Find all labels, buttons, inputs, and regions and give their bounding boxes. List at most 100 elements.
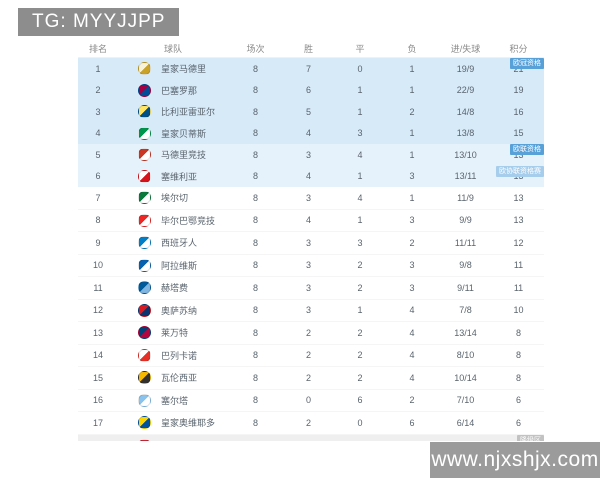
goals-cell: 11/11 (454, 237, 477, 248)
lost-cell: 1 (409, 149, 415, 160)
table-row[interactable]: 9 西班牙人 8 3 3 2 11/11 12 (78, 232, 544, 255)
osasuna-crest (138, 303, 151, 317)
team-cell[interactable]: 阿拉维斯 (118, 258, 228, 272)
won-cell: 2 (305, 350, 311, 361)
points-cell: 11 (493, 277, 544, 299)
header-won: 胜 (303, 44, 313, 54)
team-cell[interactable]: 巴列卡诺 (118, 348, 228, 362)
won-cell: 3 (305, 237, 311, 248)
header-drawn: 平 (355, 44, 365, 54)
played-cell: 8 (228, 440, 283, 441)
points-cell: 欧冠资格 21 (493, 58, 544, 80)
table-row[interactable]: 8 毕尔巴鄂竞技 8 4 1 3 9/9 13 (78, 209, 544, 232)
team-cell[interactable]: 马德里竞技 (118, 148, 228, 162)
drawn-cell: 3 (334, 440, 386, 441)
points-value: 6 (515, 417, 521, 428)
team-cell[interactable]: 皇家奥维耶多 (118, 416, 228, 430)
lost-cell: 1 (409, 63, 415, 74)
team-cell[interactable]: 塞维利亚 (118, 169, 228, 183)
team-name: 巴列卡诺 (161, 350, 198, 361)
team-cell[interactable]: 瓦伦西亚 (118, 371, 228, 385)
points-cell: 8 (493, 367, 544, 389)
table-row[interactable]: 5 马德里竞技 8 3 4 1 13/10 欧联资格 13 (78, 144, 544, 166)
played-cell: 8 (252, 282, 258, 293)
lost-cell: 4 (409, 350, 415, 361)
athletic-bilbao-crest (138, 213, 151, 227)
team-cell[interactable]: 埃尔切 (118, 191, 228, 205)
drawn-cell: 3 (357, 128, 363, 139)
table-row[interactable]: 2 巴塞罗那 8 6 1 1 22/9 19 (78, 79, 544, 101)
points-cell: 16 (493, 101, 544, 123)
drawn-cell: 4 (357, 192, 363, 203)
team-cell[interactable]: 莱万特 (118, 326, 228, 340)
table-row[interactable]: 4 皇家贝蒂斯 8 4 3 1 13/8 15 (78, 122, 544, 145)
table-row[interactable]: 3 比利亚雷亚尔 8 5 1 2 14/8 16 (78, 101, 544, 123)
drawn-cell: 0 (357, 63, 363, 74)
points-cell: 15 (493, 123, 544, 145)
team-cell[interactable]: 皇家马德里 (118, 62, 228, 76)
drawn-cell: 2 (357, 282, 363, 293)
won-cell: 7 (305, 63, 311, 74)
drawn-cell: 2 (357, 327, 363, 338)
real-betis-crest (138, 126, 151, 140)
levante-crest (138, 326, 151, 340)
rank-cell: 9 (95, 237, 101, 248)
espanyol-crest (138, 236, 151, 250)
won-cell: 3 (305, 282, 311, 293)
team-cell[interactable]: 比利亚雷亚尔 (118, 105, 228, 119)
barcelona-crest (138, 83, 151, 97)
rank-cell: 18 (78, 440, 118, 441)
table-row[interactable]: 13 莱万特 8 2 2 4 13/14 8 (78, 322, 544, 345)
goals-cell: 7/8 (459, 305, 472, 316)
rank-cell: 6 (95, 171, 101, 182)
table-row[interactable]: 1 皇家马德里 8 7 0 1 19/9 欧冠资格 21 (78, 58, 544, 80)
girona-crest (138, 438, 151, 441)
table-row[interactable]: 12 奥萨苏纳 8 3 1 4 7/8 10 (78, 299, 544, 322)
drawn-cell: 1 (357, 85, 363, 96)
points-cell: 欧联资格 13 (493, 144, 544, 166)
team-cell[interactable]: 赫塔费 (118, 281, 228, 295)
team-cell[interactable]: 奥萨苏纳 (118, 303, 228, 317)
table-row[interactable]: 18 赫罗纳 8 1 3 4 7/17 降级区 6 (78, 434, 544, 442)
table-row[interactable]: 14 巴列卡诺 8 2 2 4 8/10 8 (78, 344, 544, 367)
points-cell: 8 (493, 345, 544, 367)
team-cell[interactable]: 塞尔塔 (118, 393, 228, 407)
drawn-cell: 6 (357, 395, 363, 406)
header-goals: 进/失球 (450, 44, 481, 54)
team-cell[interactable]: 皇家贝蒂斯 (118, 126, 228, 140)
team-cell[interactable]: 赫罗纳 (118, 438, 228, 442)
table-row[interactable]: 16 塞尔塔 8 0 6 2 7/10 6 (78, 389, 544, 412)
table-row[interactable]: 10 阿拉维斯 8 3 2 3 9/8 11 (78, 254, 544, 277)
points-value: 16 (513, 106, 524, 117)
won-cell: 6 (305, 85, 311, 96)
atletico-madrid-crest (138, 148, 151, 162)
table-row[interactable]: 11 赫塔费 8 3 2 3 9/11 11 (78, 277, 544, 300)
table-row[interactable]: 17 皇家奥维耶多 8 2 0 6 6/14 6 (78, 412, 544, 435)
table-row[interactable]: 15 瓦伦西亚 8 2 2 4 10/14 8 (78, 367, 544, 390)
team-name: 赫塔费 (161, 283, 189, 294)
points-cell: 6 (493, 390, 544, 412)
rank-cell: 15 (92, 372, 103, 383)
points-value: 19 (513, 85, 524, 96)
team-name: 奥萨苏纳 (161, 305, 198, 316)
team-name: 赫罗纳 (161, 439, 188, 442)
goals-cell: 14/8 (456, 106, 475, 117)
team-name: 比利亚雷亚尔 (161, 107, 216, 118)
celta-vigo-crest (138, 393, 151, 407)
table-row[interactable]: 6 塞维利亚 8 4 1 3 13/11 欧协联资格赛 13 (78, 165, 544, 187)
played-cell: 8 (252, 327, 258, 338)
played-cell: 8 (252, 350, 258, 361)
team-cell[interactable]: 毕尔巴鄂竞技 (118, 213, 228, 227)
lost-cell: 1 (409, 85, 415, 96)
played-cell: 8 (252, 128, 258, 139)
played-cell: 8 (252, 192, 258, 203)
rank-cell: 4 (95, 128, 101, 139)
table-row[interactable]: 7 埃尔切 8 3 4 1 11/9 13 (78, 187, 544, 210)
team-cell[interactable]: 西班牙人 (118, 236, 228, 250)
drawn-cell: 1 (357, 106, 363, 117)
goals-cell: 11/9 (457, 192, 474, 203)
team-cell[interactable]: 巴塞罗那 (118, 83, 228, 97)
villarreal-crest (138, 105, 151, 119)
header-points: 积分 (509, 44, 528, 54)
header-team: 球队 (163, 44, 182, 54)
